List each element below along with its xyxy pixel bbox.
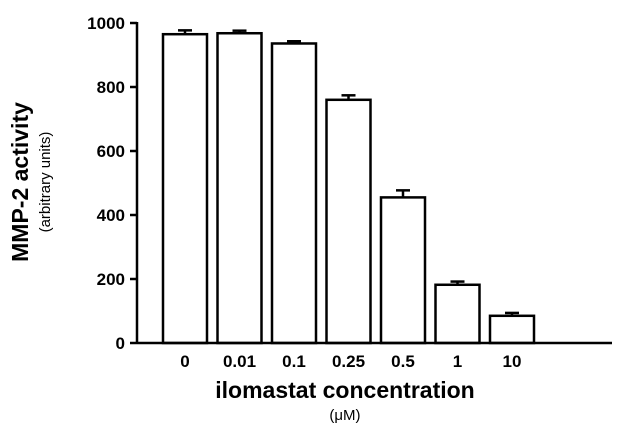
- x-tick-label: 0.25: [332, 352, 365, 371]
- bar: [161, 32, 209, 345]
- x-tick-label: 1: [453, 352, 462, 371]
- bar: [379, 196, 427, 345]
- y-tick-label: 600: [97, 142, 125, 161]
- y-tick-label: 1000: [87, 14, 125, 33]
- bar: [216, 31, 263, 345]
- y-tick-label: 200: [97, 270, 125, 289]
- x-axis-title: ilomastat concentration: [215, 377, 474, 403]
- x-tick-label: 0: [180, 352, 189, 371]
- y-tick-label: 0: [116, 334, 125, 353]
- x-tick-label: 0.01: [223, 352, 256, 371]
- x-tick-label: 0.5: [391, 352, 415, 371]
- error-bars-group: [178, 29, 519, 316]
- x-axis-subtitle: (μM): [329, 407, 360, 424]
- x-tick-label: 0.1: [282, 352, 306, 371]
- y-tick-label: 400: [97, 206, 125, 225]
- y-axis-subtitle: (arbitrary units): [37, 132, 54, 233]
- bar: [434, 283, 481, 345]
- bar: [270, 42, 318, 345]
- y-axis-ticks: 0 200 400 600 800 1000: [87, 14, 137, 353]
- x-tick-label: 10: [503, 352, 522, 371]
- x-axis-ticks: 0 0.01 0.1 0.25 0.5 1 10: [180, 352, 521, 371]
- bar: [488, 314, 536, 345]
- y-axis-title: MMP-2 activity: [7, 102, 33, 262]
- bar: [325, 98, 372, 345]
- bars-group: [161, 31, 536, 345]
- y-tick-label: 800: [97, 78, 125, 97]
